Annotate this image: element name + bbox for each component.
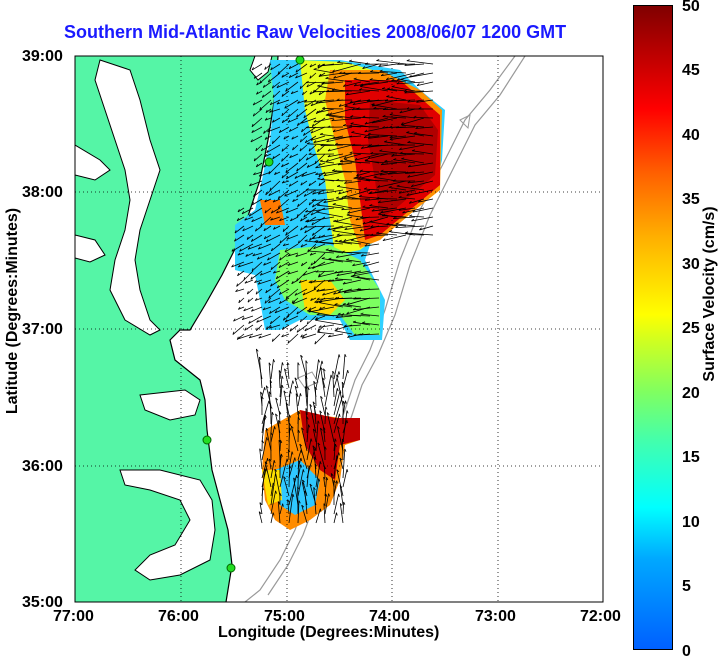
colorbar-tick-30: 30 bbox=[682, 256, 700, 274]
y-tick-1: 39:00 bbox=[22, 48, 63, 66]
velocity-arrow-head bbox=[269, 401, 270, 404]
velocity-arrow bbox=[396, 226, 424, 228]
velocity-arrow bbox=[315, 334, 325, 344]
velocity-arrow-head bbox=[339, 354, 340, 357]
velocity-arrow bbox=[376, 61, 406, 64]
velocity-arrow bbox=[333, 371, 334, 397]
velocity-arrow bbox=[334, 513, 336, 523]
velocity-arrow bbox=[407, 61, 433, 64]
y-tick-2: 38:00 bbox=[22, 184, 63, 202]
velocity-field-south bbox=[262, 410, 360, 530]
station-3 bbox=[203, 436, 211, 444]
station-2 bbox=[265, 158, 273, 166]
velocity-arrow bbox=[298, 393, 300, 406]
x-tick-6: 72:00 bbox=[580, 608, 621, 626]
x-tick-2: 76:00 bbox=[158, 608, 199, 626]
velocity-arrow-head bbox=[282, 385, 283, 388]
station-4 bbox=[227, 564, 235, 572]
velocity-arrow bbox=[290, 325, 298, 331]
colorbar-tick-20: 20 bbox=[682, 385, 700, 403]
x-axis-label: Longitude (Degrees:Minutes) bbox=[218, 624, 439, 642]
y-tick-3: 37:00 bbox=[22, 321, 63, 339]
velocity-arrow-head bbox=[265, 387, 266, 390]
velocity-arrow-head bbox=[300, 393, 301, 396]
velocity-arrow bbox=[272, 334, 280, 342]
velocity-arrow bbox=[411, 217, 433, 221]
velocity-arrow-head bbox=[347, 469, 348, 472]
velocity-arrow bbox=[334, 494, 339, 514]
x-tick-5: 73:00 bbox=[475, 608, 516, 626]
velocity-arrow bbox=[317, 332, 334, 334]
velocity-arrow bbox=[260, 449, 262, 469]
colorbar-tick-35: 35 bbox=[682, 191, 700, 209]
velocity-arrow bbox=[358, 73, 379, 74]
velocity-arrow bbox=[279, 370, 280, 388]
velocity-arrow-head bbox=[293, 381, 294, 384]
velocity-arrow bbox=[289, 391, 290, 406]
velocity-arrow-head bbox=[318, 360, 319, 363]
velocity-arrow bbox=[262, 387, 265, 397]
velocity-arrow bbox=[259, 357, 262, 388]
colorbar-tick-0: 0 bbox=[682, 643, 691, 661]
velocity-arrow bbox=[237, 280, 244, 286]
velocity-arrow bbox=[233, 325, 244, 335]
velocity-arrow bbox=[262, 401, 269, 424]
velocity-arrow-head bbox=[376, 59, 379, 60]
velocity-arrow-head bbox=[339, 371, 340, 374]
velocity-arrow bbox=[288, 334, 298, 343]
y-axis-label: Latitude (Degrees:Minutes) bbox=[4, 191, 22, 431]
velocity-arrow-head bbox=[349, 60, 352, 61]
velocity-arrow bbox=[319, 325, 334, 327]
velocity-arrow-head bbox=[282, 362, 283, 365]
velocity-arrow bbox=[325, 375, 331, 406]
station-1 bbox=[296, 56, 304, 64]
velocity-arrow bbox=[335, 144, 361, 145]
velocity-arrow bbox=[233, 316, 244, 321]
velocity-arrow-head bbox=[347, 411, 348, 414]
velocity-arrow bbox=[343, 354, 345, 379]
velocity-arrow-head bbox=[343, 395, 344, 398]
velocity-arrow-head bbox=[273, 359, 274, 362]
colorbar bbox=[633, 5, 673, 650]
velocity-arrow bbox=[340, 503, 343, 523]
velocity-arrow bbox=[271, 359, 273, 379]
y-tick-4: 36:00 bbox=[22, 458, 63, 476]
colorbar-label: Surface Velocity (cm/s) bbox=[701, 164, 719, 424]
velocity-arrow-head bbox=[337, 388, 338, 391]
velocity-arrow-head bbox=[345, 401, 346, 404]
velocity-arrow bbox=[370, 235, 388, 236]
velocity-arrow-head bbox=[322, 361, 323, 364]
colorbar-tick-15: 15 bbox=[682, 449, 700, 467]
velocity-arrow bbox=[316, 360, 318, 379]
y-tick-5: 35:00 bbox=[22, 594, 63, 612]
velocity-arrow bbox=[318, 325, 325, 331]
velocity-arrow-head bbox=[335, 330, 338, 331]
velocity-arrow-head bbox=[339, 494, 340, 497]
velocity-arrow bbox=[315, 320, 343, 325]
velocity-arrow bbox=[262, 487, 263, 505]
velocity-arrow bbox=[315, 387, 316, 406]
colorbar-tick-40: 40 bbox=[682, 127, 700, 145]
velocity-arrow-head bbox=[336, 513, 337, 516]
colorbar-tick-45: 45 bbox=[682, 62, 700, 80]
velocity-arrow-head bbox=[348, 370, 349, 373]
velocity-arrow bbox=[297, 325, 307, 332]
velocity-arrow bbox=[374, 108, 388, 109]
colorbar-tick-5: 5 bbox=[682, 578, 691, 596]
velocity-arrow-head bbox=[331, 375, 332, 378]
colorbar-tick-50: 50 bbox=[682, 0, 700, 16]
velocity-arrow-head bbox=[407, 60, 410, 61]
velocity-arrow bbox=[298, 460, 299, 487]
colorbar-tick-10: 10 bbox=[682, 514, 700, 532]
velocity-arrow bbox=[383, 235, 406, 241]
velocity-arrow bbox=[305, 325, 316, 331]
velocity-arrow-head bbox=[339, 414, 340, 417]
colorbar-tick-25: 25 bbox=[682, 320, 700, 338]
